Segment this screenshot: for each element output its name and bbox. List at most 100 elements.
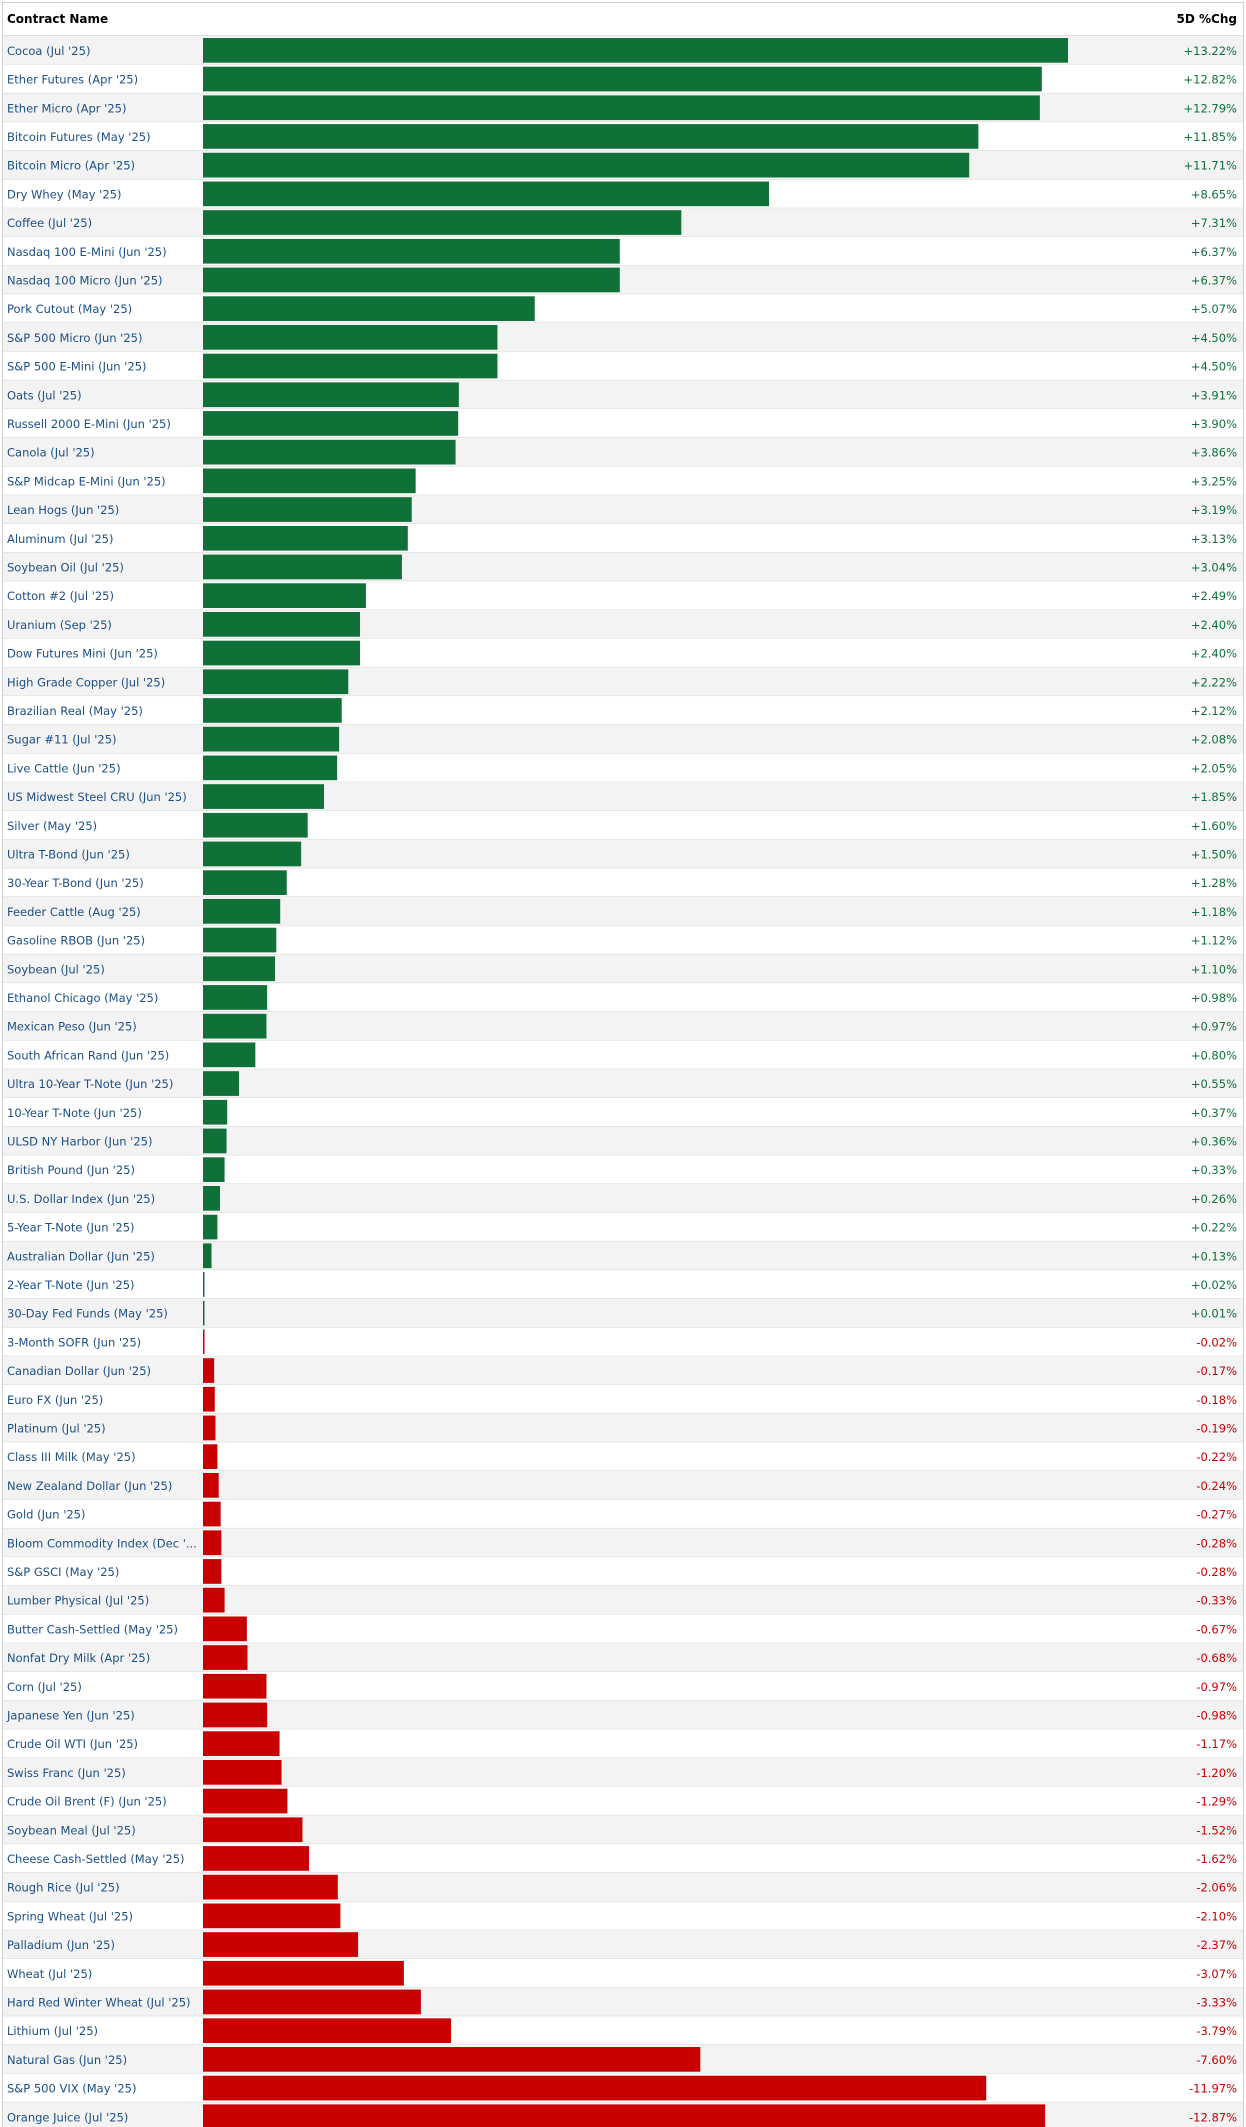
contract-name-link[interactable]: Bitcoin Futures (May '25) <box>7 130 151 144</box>
table-row[interactable]: Ether Futures (Apr '25) +12.82% <box>7 66 1237 92</box>
table-row[interactable]: Hard Red Winter Wheat (Jul '25) -3.33% <box>7 1989 1237 2015</box>
contract-name-link[interactable]: Gold (Jun '25) <box>7 1508 86 1522</box>
contract-name-link[interactable]: Live Cattle (Jun '25) <box>7 761 121 775</box>
contract-name-link[interactable]: Crude Oil Brent (F) (Jun '25) <box>7 1795 167 1809</box>
table-row[interactable]: U.S. Dollar Index (Jun '25) +0.26% <box>7 1186 1237 1211</box>
table-row[interactable]: Natural Gas (Jun '25) -7.60% <box>7 2047 1237 2072</box>
table-row[interactable]: Lean Hogs (Jun '25) +3.19% <box>7 497 1237 522</box>
table-row[interactable]: Platinum (Jul '25) -0.19% <box>7 1415 1237 1441</box>
contract-name-link[interactable]: S&P 500 Micro (Jun '25) <box>7 331 142 345</box>
contract-name-link[interactable]: Hard Red Winter Wheat (Jul '25) <box>7 1995 191 2009</box>
contract-name-link[interactable]: Coffee (Jul '25) <box>7 216 92 230</box>
contract-name-link[interactable]: US Midwest Steel CRU (Jun '25) <box>7 790 187 804</box>
pct-change-header[interactable]: 5D %Chg <box>1177 12 1237 26</box>
contract-name-link[interactable]: Sugar #11 (Jul '25) <box>7 733 117 747</box>
table-row[interactable]: Orange Juice (Jul '25) -12.87% <box>7 2104 1237 2127</box>
table-row[interactable]: Cocoa (Jul '25) +13.22% <box>7 38 1237 63</box>
table-row[interactable]: Class III Milk (May '25) -0.22% <box>7 1444 1237 1469</box>
table-row[interactable]: Live Cattle (Jun '25) +2.05% <box>7 755 1237 781</box>
table-row[interactable]: Aluminum (Jul '25) +3.13% <box>7 525 1237 551</box>
table-row[interactable]: Rough Rice (Jul '25) -2.06% <box>7 1874 1237 1900</box>
table-row[interactable]: Swiss Franc (Jun '25) -1.20% <box>7 1760 1237 1785</box>
contract-name-link[interactable]: Japanese Yen (Jun '25) <box>6 1708 135 1722</box>
table-row[interactable]: 30-Year T-Bond (Jun '25) +1.28% <box>7 870 1237 895</box>
table-row[interactable]: Corn (Jul '25) -0.97% <box>7 1673 1237 1699</box>
table-row[interactable]: Ethanol Chicago (May '25) +0.98% <box>7 985 1237 1010</box>
contract-name-link[interactable]: Canadian Dollar (Jun '25) <box>7 1364 151 1378</box>
contract-name-link[interactable]: 30-Day Fed Funds (May '25) <box>7 1307 168 1321</box>
contract-name-link[interactable]: Class III Milk (May '25) <box>7 1450 136 1464</box>
table-row[interactable]: Coffee (Jul '25) +7.31% <box>7 210 1237 235</box>
contract-name-link[interactable]: Dow Futures Mini (Jun '25) <box>7 647 158 661</box>
table-row[interactable]: Nonfat Dry Milk (Apr '25) -0.68% <box>7 1645 1237 1670</box>
table-row[interactable]: Euro FX (Jun '25) -0.18% <box>7 1386 1237 1412</box>
contract-name-link[interactable]: Nonfat Dry Milk (Apr '25) <box>7 1651 150 1665</box>
contract-name-link[interactable]: Orange Juice (Jul '25) <box>7 2110 128 2124</box>
contract-name-link[interactable]: Lithium (Jul '25) <box>7 2024 98 2038</box>
contract-name-link[interactable]: 3-Month SOFR (Jun '25) <box>7 1335 141 1349</box>
contract-name-link[interactable]: Nasdaq 100 E-Mini (Jun '25) <box>7 245 167 259</box>
contract-name-link[interactable]: High Grade Copper (Jul '25) <box>7 675 165 689</box>
contract-name-link[interactable]: Ultra 10-Year T-Note (Jun '25) <box>7 1077 173 1091</box>
contract-name-link[interactable]: British Pound (Jun '25) <box>7 1163 135 1177</box>
table-row[interactable]: S&P Midcap E-Mini (Jun '25) +3.25% <box>7 468 1237 494</box>
contract-name-link[interactable]: Mexican Peso (Jun '25) <box>7 1020 137 1034</box>
contract-name-link[interactable]: S&P Midcap E-Mini (Jun '25) <box>7 474 166 488</box>
table-row[interactable]: Silver (May '25) +1.60% <box>7 812 1237 838</box>
contract-name-link[interactable]: 10-Year T-Note (Jun '25) <box>7 1106 142 1120</box>
table-row[interactable]: Bitcoin Micro (Apr '25) +11.71% <box>7 152 1237 178</box>
table-row[interactable]: Sugar #11 (Jul '25) +2.08% <box>7 726 1237 752</box>
contract-name-link[interactable]: Cotton #2 (Jul '25) <box>7 589 114 603</box>
table-row[interactable]: Wheat (Jul '25) -3.07% <box>7 1960 1237 1986</box>
contract-name-link[interactable]: Oats (Jul '25) <box>7 388 82 402</box>
contract-name-header[interactable]: Contract Name <box>7 12 108 26</box>
contract-name-link[interactable]: S&P GSCI (May '25) <box>7 1565 119 1579</box>
contract-name-link[interactable]: New Zealand Dollar (Jun '25) <box>7 1479 172 1493</box>
contract-name-link[interactable]: 2-Year T-Note (Jun '25) <box>7 1278 135 1292</box>
table-row[interactable]: Butter Cash-Settled (May '25) -0.67% <box>7 1616 1237 1642</box>
table-row[interactable]: Crude Oil WTI (Jun '25) -1.17% <box>7 1731 1237 1756</box>
table-row[interactable]: Soybean Oil (Jul '25) +3.04% <box>7 554 1237 580</box>
contract-name-link[interactable]: Dry Whey (May '25) <box>7 187 121 201</box>
contract-name-link[interactable]: Swiss Franc (Jun '25) <box>7 1766 126 1780</box>
contract-name-link[interactable]: Wheat (Jul '25) <box>7 1967 92 1981</box>
table-row[interactable]: Canola (Jul '25) +3.86% <box>7 439 1237 465</box>
contract-name-link[interactable]: Corn (Jul '25) <box>7 1680 82 1694</box>
table-row[interactable]: 10-Year T-Note (Jun '25) +0.37% <box>7 1099 1237 1125</box>
contract-name-link[interactable]: Gasoline RBOB (Jun '25) <box>7 934 145 948</box>
table-row[interactable]: 30-Day Fed Funds (May '25) +0.01% <box>7 1300 1237 1326</box>
table-row[interactable]: ULSD NY Harbor (Jun '25) +0.36% <box>7 1128 1237 1154</box>
contract-name-link[interactable]: Soybean Oil (Jul '25) <box>7 560 124 574</box>
table-row[interactable]: Gasoline RBOB (Jun '25) +1.12% <box>7 927 1237 953</box>
contract-name-link[interactable]: Aluminum (Jul '25) <box>7 532 113 546</box>
table-row[interactable]: Nasdaq 100 Micro (Jun '25) +6.37% <box>7 267 1237 293</box>
table-row[interactable]: Pork Cutout (May '25) +5.07% <box>7 296 1237 321</box>
table-row[interactable]: Dow Futures Mini (Jun '25) +2.40% <box>7 640 1237 666</box>
contract-name-link[interactable]: Palladium (Jun '25) <box>7 1938 115 1952</box>
contract-name-link[interactable]: S&P 500 E-Mini (Jun '25) <box>7 360 147 374</box>
contract-name-link[interactable]: Silver (May '25) <box>7 819 97 833</box>
contract-name-link[interactable]: Cocoa (Jul '25) <box>7 44 90 58</box>
table-row[interactable]: S&P 500 VIX (May '25) -11.97% <box>7 2075 1237 2101</box>
table-row[interactable]: S&P 500 Micro (Jun '25) +4.50% <box>7 325 1237 350</box>
table-row[interactable]: Dry Whey (May '25) +8.65% <box>7 181 1237 207</box>
contract-name-link[interactable]: 30-Year T-Bond (Jun '25) <box>7 876 144 890</box>
table-row[interactable]: Uranium (Sep '25) +2.40% <box>7 612 1237 637</box>
table-row[interactable]: Japanese Yen (Jun '25) -0.98% <box>6 1702 1237 1728</box>
table-row[interactable]: Lithium (Jul '25) -3.79% <box>7 2018 1237 2043</box>
table-row[interactable]: 2-Year T-Note (Jun '25) +0.02% <box>7 1272 1237 1297</box>
contract-name-link[interactable]: Lean Hogs (Jun '25) <box>7 503 119 517</box>
table-row[interactable]: Canadian Dollar (Jun '25) -0.17% <box>7 1358 1237 1383</box>
contract-name-link[interactable]: South African Rand (Jun '25) <box>7 1048 169 1062</box>
contract-name-link[interactable]: Euro FX (Jun '25) <box>7 1393 103 1407</box>
contract-name-link[interactable]: Crude Oil WTI (Jun '25) <box>7 1737 138 1751</box>
contract-name-link[interactable]: Pork Cutout (May '25) <box>7 302 132 316</box>
contract-name-link[interactable]: Platinum (Jul '25) <box>7 1421 106 1435</box>
contract-name-link[interactable]: Ultra T-Bond (Jun '25) <box>7 847 130 861</box>
table-row[interactable]: Spring Wheat (Jul '25) -2.10% <box>7 1903 1237 1929</box>
contract-name-link[interactable]: Russell 2000 E-Mini (Jun '25) <box>7 417 171 431</box>
table-row[interactable]: 5-Year T-Note (Jun '25) +0.22% <box>7 1214 1237 1240</box>
table-row[interactable]: Ultra 10-Year T-Note (Jun '25) +0.55% <box>7 1071 1237 1096</box>
contract-name-link[interactable]: Natural Gas (Jun '25) <box>7 2053 127 2067</box>
contract-name-link[interactable]: Spring Wheat (Jul '25) <box>7 1909 133 1923</box>
